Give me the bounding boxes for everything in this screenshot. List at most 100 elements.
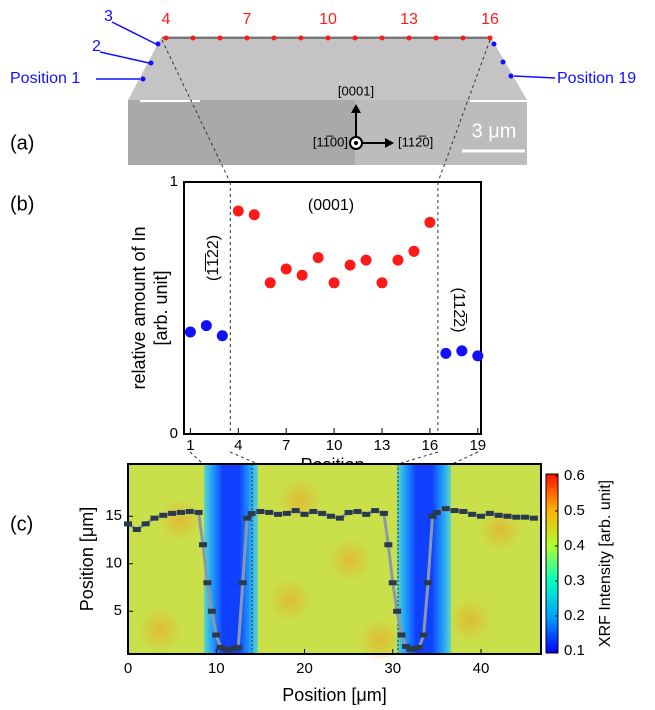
profile-marker: [415, 644, 424, 650]
profile-marker: [494, 512, 503, 518]
data-point: [424, 216, 436, 228]
profile-marker: [384, 542, 393, 548]
point-label: 2: [92, 38, 101, 55]
profile-marker: [335, 515, 344, 521]
profile-marker: [379, 510, 388, 516]
point-label: 13: [400, 11, 418, 28]
facet-label: (1̅1̅22): [204, 235, 222, 281]
data-point: [232, 205, 244, 217]
data-point: [184, 326, 196, 338]
profile-marker: [256, 509, 265, 514]
profile-marker: [428, 513, 437, 519]
colorbar-label: XRF Intensity [arb. unit]: [597, 480, 614, 647]
connector: [189, 451, 204, 465]
pointer: [513, 75, 556, 79]
heatmap-spot: [328, 538, 372, 582]
arrow-head: [385, 138, 394, 148]
data-point: [200, 320, 212, 332]
x-tick-label: 16: [422, 437, 439, 454]
x-tick-label: 1: [186, 437, 194, 454]
pointer: [111, 21, 157, 45]
probe-dot: [148, 60, 154, 66]
probe-dot: [325, 35, 331, 41]
point-label: Position 1: [10, 70, 80, 87]
profile-marker: [393, 608, 402, 614]
probe-dot: [500, 59, 506, 65]
probe-dot: [190, 35, 196, 41]
probe-dot: [406, 35, 412, 41]
point-label: 16: [481, 11, 499, 28]
profile-marker: [221, 646, 230, 652]
plot-frame: [183, 181, 482, 435]
profile-marker: [388, 580, 397, 586]
profile-marker: [291, 508, 300, 514]
colorbar: [545, 473, 559, 654]
x-tick-label: 10: [326, 437, 343, 454]
heatmap-spot: [448, 598, 492, 642]
profile-marker: [199, 542, 208, 548]
arrow-head: [351, 104, 361, 113]
profile-marker: [274, 511, 283, 517]
scale-label: 3 μm: [472, 120, 517, 142]
x-tick-label: 0: [124, 660, 132, 677]
profile-marker: [397, 632, 406, 638]
x-tick-label: 20: [296, 660, 313, 677]
probe-dot: [271, 35, 277, 41]
probe-dot: [163, 35, 169, 41]
panel-label: (a): [10, 132, 34, 154]
y-tick-label: 5: [114, 602, 122, 619]
heatmap-spot: [158, 498, 202, 542]
heatmap-spot: [478, 508, 522, 552]
heatmap-spot: [268, 578, 312, 622]
profile-marker: [406, 646, 415, 652]
micrograph: 3 μm [0001] [11̅00] [112̅0] (a) Position…: [10, 8, 636, 165]
data-point: [360, 254, 372, 266]
probe-dot: [217, 35, 223, 41]
y-axis-label: relative amount of In: [129, 226, 149, 389]
y-tick-label: 15: [105, 507, 122, 524]
point-label: Position 19: [557, 70, 636, 87]
connector: [397, 451, 439, 465]
profile-marker: [159, 512, 168, 518]
profile-marker: [353, 509, 362, 514]
data-point: [456, 345, 468, 357]
profile-marker: [203, 580, 212, 586]
probe-dot: [244, 35, 250, 41]
point-label: 7: [243, 11, 252, 28]
connector: [161, 39, 231, 183]
y-tick-label: 0: [170, 425, 178, 442]
profile-marker: [234, 644, 243, 650]
x-tick-label: 40: [473, 660, 490, 677]
data-point: [472, 350, 484, 362]
y-tick-label: 1: [170, 173, 178, 190]
profile-marker: [300, 511, 309, 517]
panel-label: (b): [10, 193, 34, 215]
profile-marker: [344, 509, 353, 515]
profile-marker: [401, 643, 410, 649]
heatmap-channel: [204, 464, 258, 654]
colorbar-tick-label: 0.5: [564, 502, 585, 519]
profile-marker: [432, 509, 441, 515]
x-tick-label: 4: [234, 437, 242, 454]
probe-dot: [460, 35, 466, 41]
data-point: [216, 330, 228, 342]
connectors: [161, 39, 491, 465]
heatmap-spot: [138, 608, 182, 652]
point-label: 10: [319, 11, 337, 28]
data-point: [408, 245, 420, 257]
data-point: [440, 347, 452, 359]
profile-marker: [503, 513, 512, 519]
profile-marker: [521, 514, 530, 520]
direction-label: [0001]: [338, 83, 374, 98]
profile-marker: [326, 513, 335, 519]
colorbar-tick-label: 0.1: [564, 642, 585, 659]
profile-marker: [185, 509, 194, 514]
colorbar-tick-label: 0.2: [564, 607, 585, 624]
profile-marker: [225, 646, 234, 652]
axis-out-dot: [354, 141, 358, 145]
facet-label: (0001): [308, 197, 354, 214]
data-point: [248, 209, 260, 221]
profile-marker: [212, 632, 221, 638]
